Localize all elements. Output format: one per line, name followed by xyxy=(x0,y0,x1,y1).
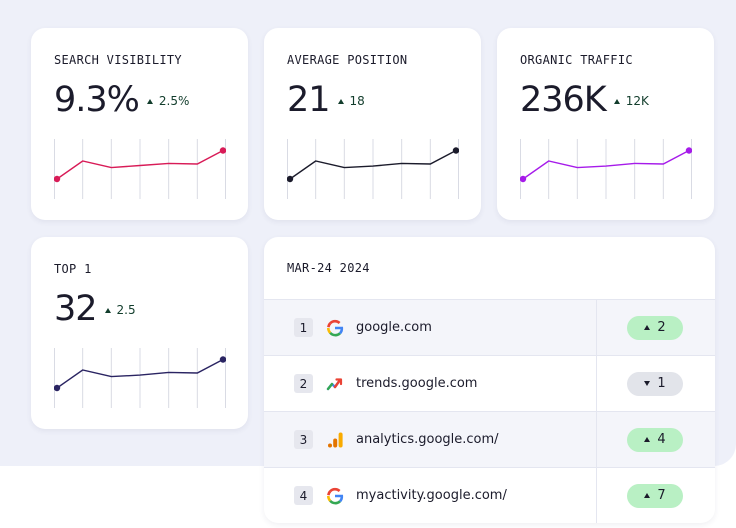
sparkline-end-point xyxy=(685,147,692,154)
column-divider xyxy=(596,356,597,411)
rank-change-value: 7 xyxy=(657,488,666,503)
sparkline-series xyxy=(56,149,224,180)
metric-title: SEARCH VISIBILITY xyxy=(54,53,182,67)
site-name[interactable]: google.com xyxy=(356,320,432,335)
sparkline-chart xyxy=(520,139,692,199)
site-name[interactable]: trends.google.com xyxy=(356,376,478,391)
sparkline-start-point xyxy=(520,175,527,183)
metric-card-organic-traffic: ORGANIC TRAFFIC 236K 12K xyxy=(497,28,714,220)
sparkline-chart xyxy=(54,348,226,408)
metric-delta: 18 xyxy=(337,94,365,108)
metric-card-average-position: AVERAGE POSITION 21 18 xyxy=(264,28,481,220)
site-name[interactable]: myactivity.google.com/ xyxy=(356,488,507,503)
sparkline-series xyxy=(289,149,457,180)
table-row[interactable]: 3 analytics.google.com/ 4 xyxy=(264,411,715,467)
rank-badge: 3 xyxy=(294,430,313,449)
metric-delta: 2.5% xyxy=(146,94,190,108)
rank-change-badge: 7 xyxy=(627,483,683,508)
rank-change-badge: 4 xyxy=(627,427,683,452)
ranking-table-card: MAR-24 2024 1 google.com 2 2 trends.goog… xyxy=(264,237,715,523)
trends-icon xyxy=(326,377,343,390)
column-divider xyxy=(596,468,597,523)
analytics-icon xyxy=(328,432,343,447)
google-icon xyxy=(327,319,344,336)
table-row[interactable]: 2 trends.google.com 1 xyxy=(264,355,715,411)
rank-change-value: 2 xyxy=(657,320,666,335)
metric-value: 236K xyxy=(520,80,607,120)
metric-card-search-visibility: SEARCH VISIBILITY 9.3% 2.5% xyxy=(31,28,248,220)
table-row[interactable]: 1 google.com 2 xyxy=(264,299,715,355)
metric-delta: 12K xyxy=(613,94,649,108)
sparkline-end-point xyxy=(219,147,226,154)
metric-title: AVERAGE POSITION xyxy=(287,53,408,67)
metric-value: 9.3% xyxy=(54,80,140,120)
sparkline-chart xyxy=(287,139,459,199)
metric-delta-value: 18 xyxy=(349,94,365,108)
metric-delta-value: 2.5 xyxy=(116,303,136,317)
metric-delta-value: 2.5% xyxy=(158,94,190,108)
rank-change-badge: 1 xyxy=(627,371,683,396)
table-date: MAR-24 2024 xyxy=(287,261,370,275)
sparkline-start-point xyxy=(54,175,61,183)
metric-delta: 2.5 xyxy=(104,303,136,317)
metric-delta-value: 12K xyxy=(625,94,649,108)
rank-change-value: 4 xyxy=(657,432,666,447)
google-icon xyxy=(327,487,344,504)
sparkline-end-point xyxy=(452,147,459,154)
sparkline-series xyxy=(56,358,224,389)
arrow-up-icon xyxy=(644,493,651,498)
column-divider xyxy=(596,412,597,467)
metric-title: ORGANIC TRAFFIC xyxy=(520,53,633,67)
site-name[interactable]: analytics.google.com/ xyxy=(356,432,499,447)
table-row[interactable]: 4 myactivity.google.com/ 7 xyxy=(264,467,715,523)
arrow-up-icon xyxy=(644,437,651,442)
column-divider xyxy=(596,300,597,355)
rank-change-badge: 2 xyxy=(627,315,683,340)
arrow-up-icon xyxy=(644,325,651,330)
trend-up-icon xyxy=(146,98,153,104)
metric-value: 21 xyxy=(287,80,331,120)
trend-up-icon xyxy=(613,98,620,104)
metric-value: 32 xyxy=(54,289,98,329)
sparkline-series xyxy=(522,149,690,180)
trend-up-icon xyxy=(337,98,344,104)
rank-badge: 2 xyxy=(294,374,313,393)
rank-badge: 1 xyxy=(294,318,313,337)
sparkline-end-point xyxy=(219,356,226,363)
sparkline-start-point xyxy=(287,175,294,183)
metric-title: TOP 1 xyxy=(54,262,92,276)
sparkline-start-point xyxy=(54,384,61,392)
rank-badge: 4 xyxy=(294,486,313,505)
rank-change-value: 1 xyxy=(657,376,666,391)
arrow-down-icon xyxy=(644,381,651,386)
trend-up-icon xyxy=(104,307,111,313)
sparkline-chart xyxy=(54,139,226,199)
metric-card-top-1: TOP 1 32 2.5 xyxy=(31,237,248,429)
